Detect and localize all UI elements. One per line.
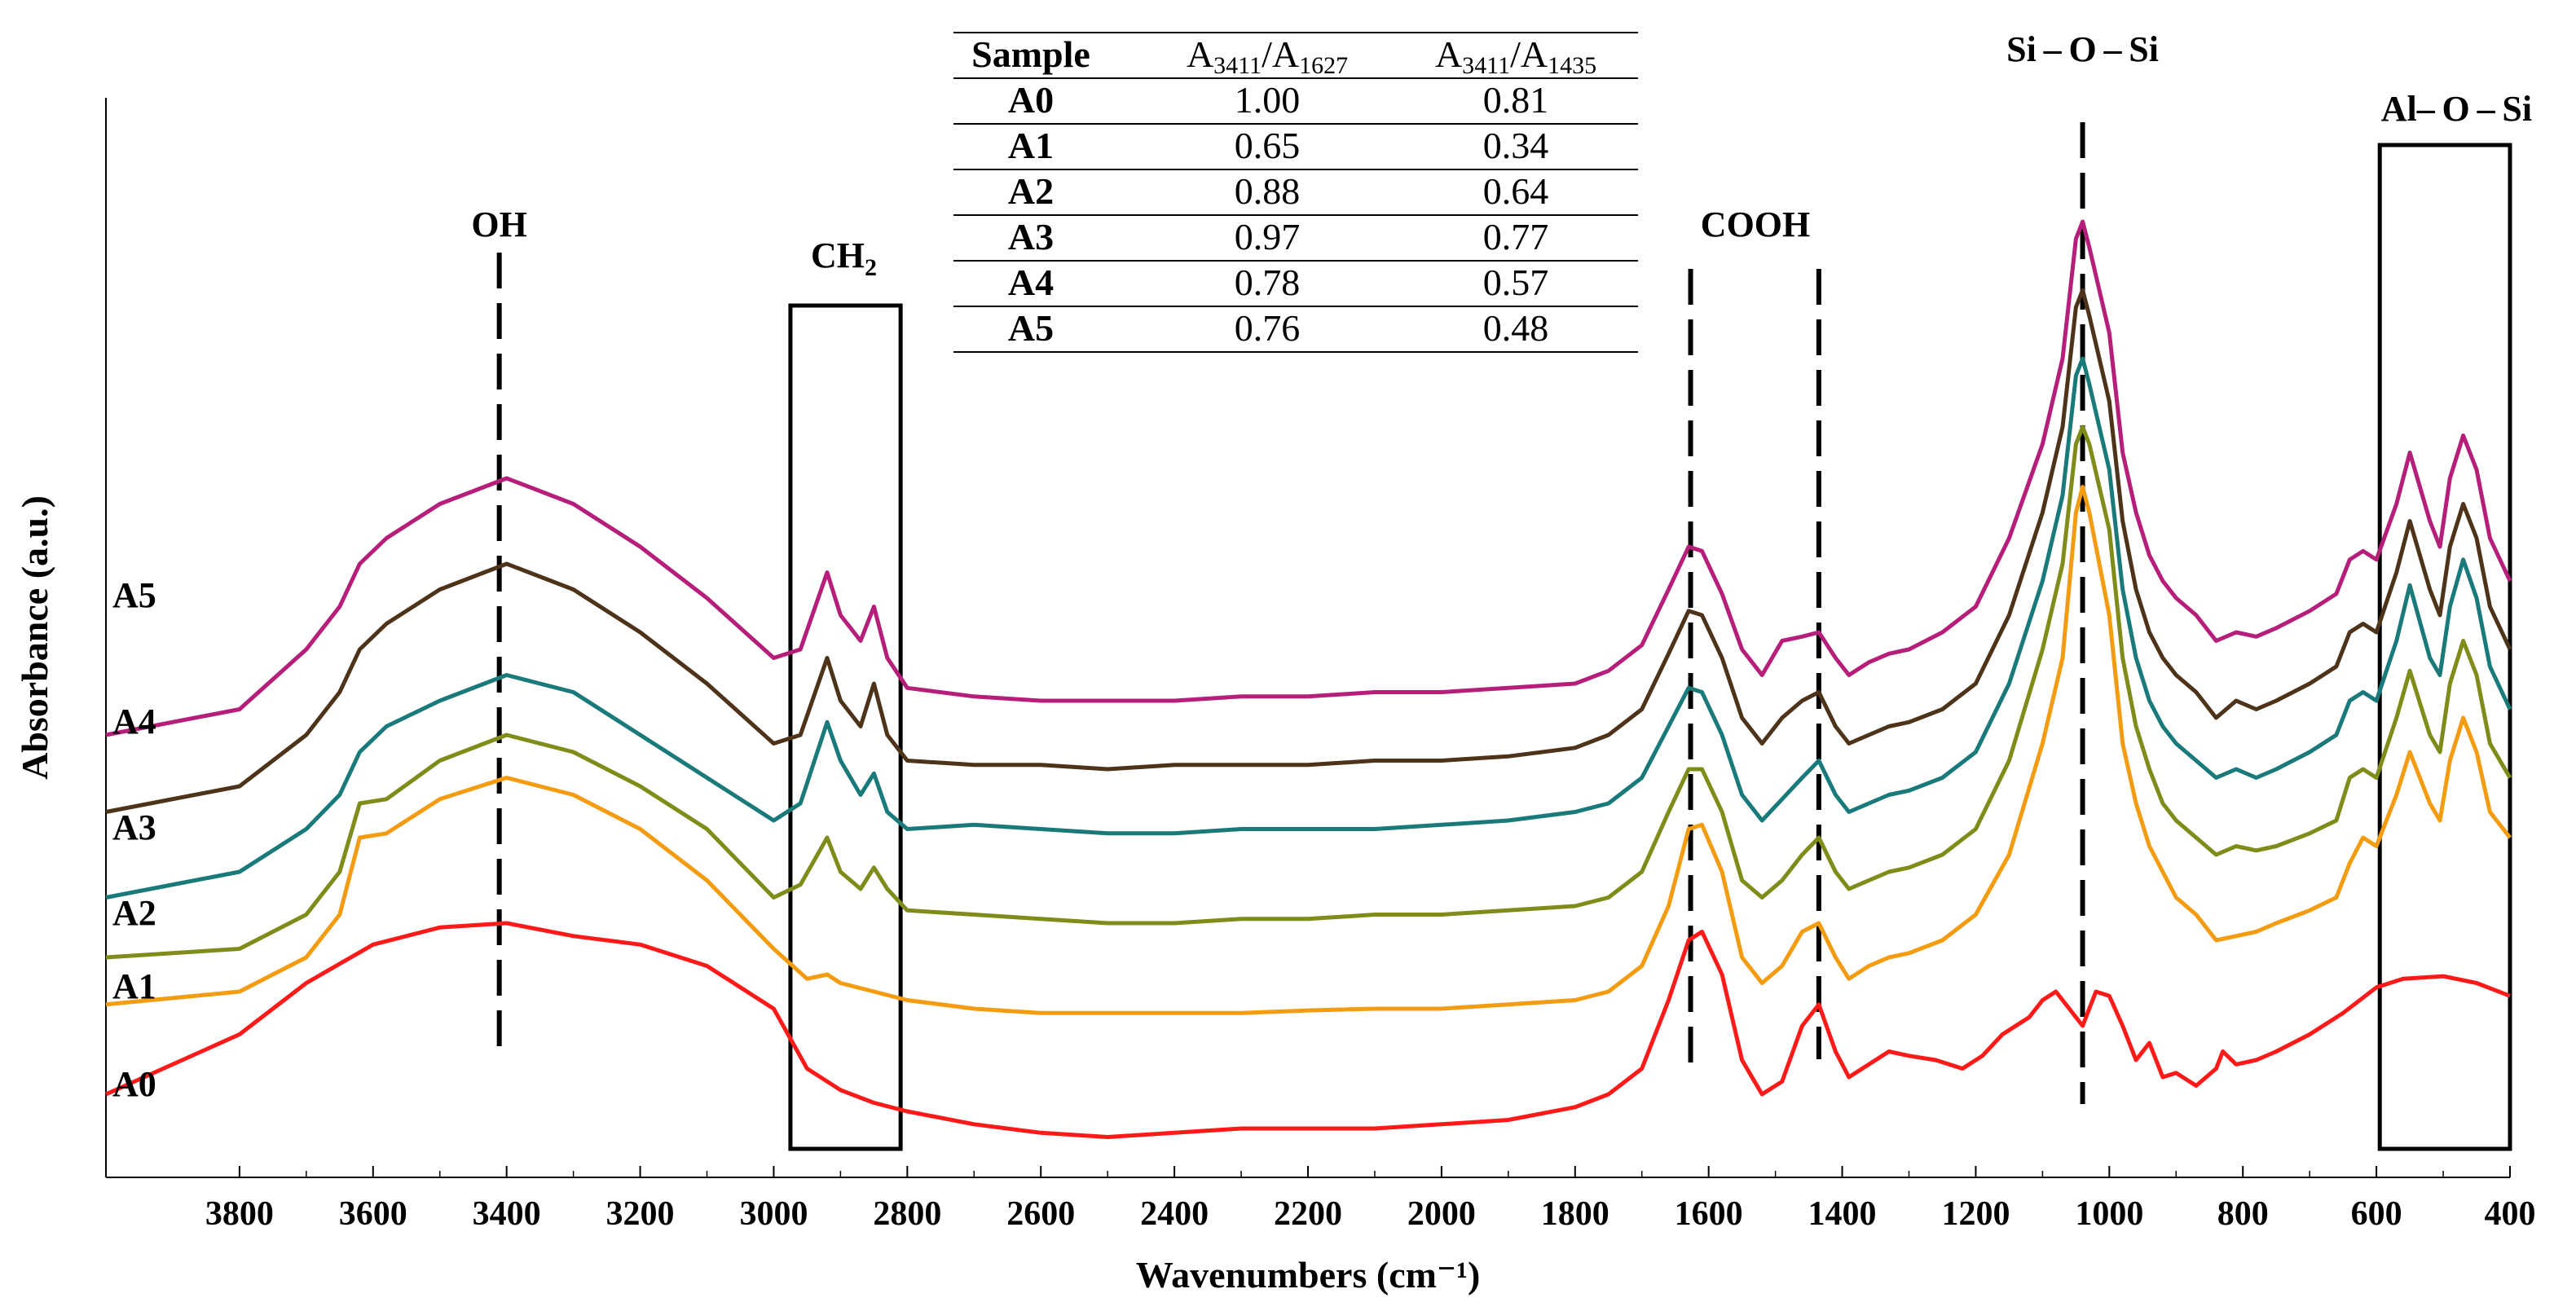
x-tick-label: 3000: [739, 1195, 808, 1233]
table-cell: 0.57: [1483, 262, 1549, 303]
x-tick-label: 3800: [205, 1195, 274, 1233]
x-tick-label: 800: [2217, 1195, 2269, 1233]
series-line-a3: [105, 356, 2512, 900]
table-cell: 0.76: [1235, 307, 1301, 349]
x-tick-label: 1800: [1541, 1195, 1609, 1233]
annotation-label: CH2: [811, 235, 877, 281]
table-cell: 0.77: [1483, 216, 1549, 257]
series-line-a4: [105, 288, 2512, 814]
table-header-cell: A3411/A1627: [1187, 33, 1348, 79]
x-axis-title: Wavenumbers (cm⁻¹): [1136, 1254, 1481, 1296]
annotation-label: Si – O – Si: [2006, 29, 2159, 69]
header-mid: /A: [1262, 33, 1299, 75]
x-tick-label: 3200: [606, 1195, 675, 1233]
x-tick-label: 1200: [1941, 1195, 2010, 1233]
table-cell: 0.88: [1235, 170, 1301, 212]
ch2-band-box: [788, 303, 903, 1151]
x-tick-label: 600: [2351, 1195, 2402, 1233]
table-cell: A0: [1008, 79, 1054, 121]
table-cell: 0.34: [1483, 125, 1549, 166]
table-cell: A5: [1008, 307, 1054, 349]
series-line-a5: [105, 219, 2512, 737]
table-cell: 0.65: [1235, 125, 1301, 166]
table-cell: 0.97: [1235, 216, 1301, 257]
x-tick-label: 2600: [1006, 1195, 1075, 1233]
x-tick-label: 2400: [1140, 1195, 1209, 1233]
x-tick-label: 3600: [339, 1195, 407, 1233]
table-cell: A1: [1008, 125, 1054, 166]
header-subscript: 3411: [1462, 52, 1510, 79]
axes: 3800 3600 3400 3200 3000 2800 2600 2400 2200 2000…: [105, 98, 2536, 1233]
x-tick-label: 2000: [1407, 1195, 1476, 1233]
series-label-a4: A4: [112, 702, 156, 741]
table-cell: 0.64: [1483, 170, 1549, 212]
series-labels: A0 A1 A2 A3 A4 A5: [112, 575, 156, 1104]
x-tick-label: 1600: [1675, 1195, 1743, 1233]
header-mid: /A: [1510, 33, 1548, 75]
annotation-label: COOH: [1701, 205, 1810, 244]
x-tick-label: 1000: [2075, 1195, 2143, 1233]
table-cell: 1.00: [1235, 79, 1301, 121]
x-tick-label: 2200: [1274, 1195, 1342, 1233]
series-group: [104, 219, 2512, 1139]
x-tick-label: 2800: [873, 1195, 941, 1233]
series-label-a3: A3: [112, 807, 156, 847]
series-line-a2: [105, 425, 2512, 960]
series-line-a0: [104, 921, 2511, 1139]
annotation-subscript: 2: [865, 254, 877, 281]
series-label-a5: A5: [112, 575, 156, 615]
annotation-label: Al– O – Si: [2381, 89, 2532, 129]
header-subscript: 1435: [1548, 52, 1596, 79]
series-label-a1: A1: [112, 966, 156, 1006]
annotation-label: OH: [471, 205, 526, 244]
table-cell: A4: [1008, 262, 1054, 303]
header-subscript: 3411: [1213, 52, 1262, 79]
x-tick-label: 3400: [473, 1195, 541, 1233]
x-tick-label: 400: [2485, 1195, 2536, 1233]
series-line-a1: [105, 485, 2512, 1015]
table-header-cell: Sample: [971, 33, 1090, 75]
table-cell: A2: [1008, 170, 1054, 212]
header-subscript: 1627: [1299, 52, 1348, 79]
table-header-cell: A3411/A1435: [1435, 33, 1596, 79]
table-cell: 0.78: [1235, 262, 1301, 303]
ratio-table: Sample A3411/A1627 A3411/A1435 A0 1.00 0.81 A1…: [953, 32, 1638, 353]
series-label-a0: A0: [112, 1064, 156, 1104]
y-axis-title: Absorbance (a.u.): [14, 495, 55, 780]
table-cell: 0.48: [1483, 307, 1549, 349]
table-cell: 0.81: [1483, 79, 1549, 121]
band-annotations: OH CH2 COOH Si – O – Si Al– O – Si: [471, 29, 2532, 281]
x-tick-label: 1400: [1808, 1195, 1877, 1233]
series-label-a2: A2: [112, 893, 156, 933]
table-cell: A3: [1008, 216, 1054, 257]
